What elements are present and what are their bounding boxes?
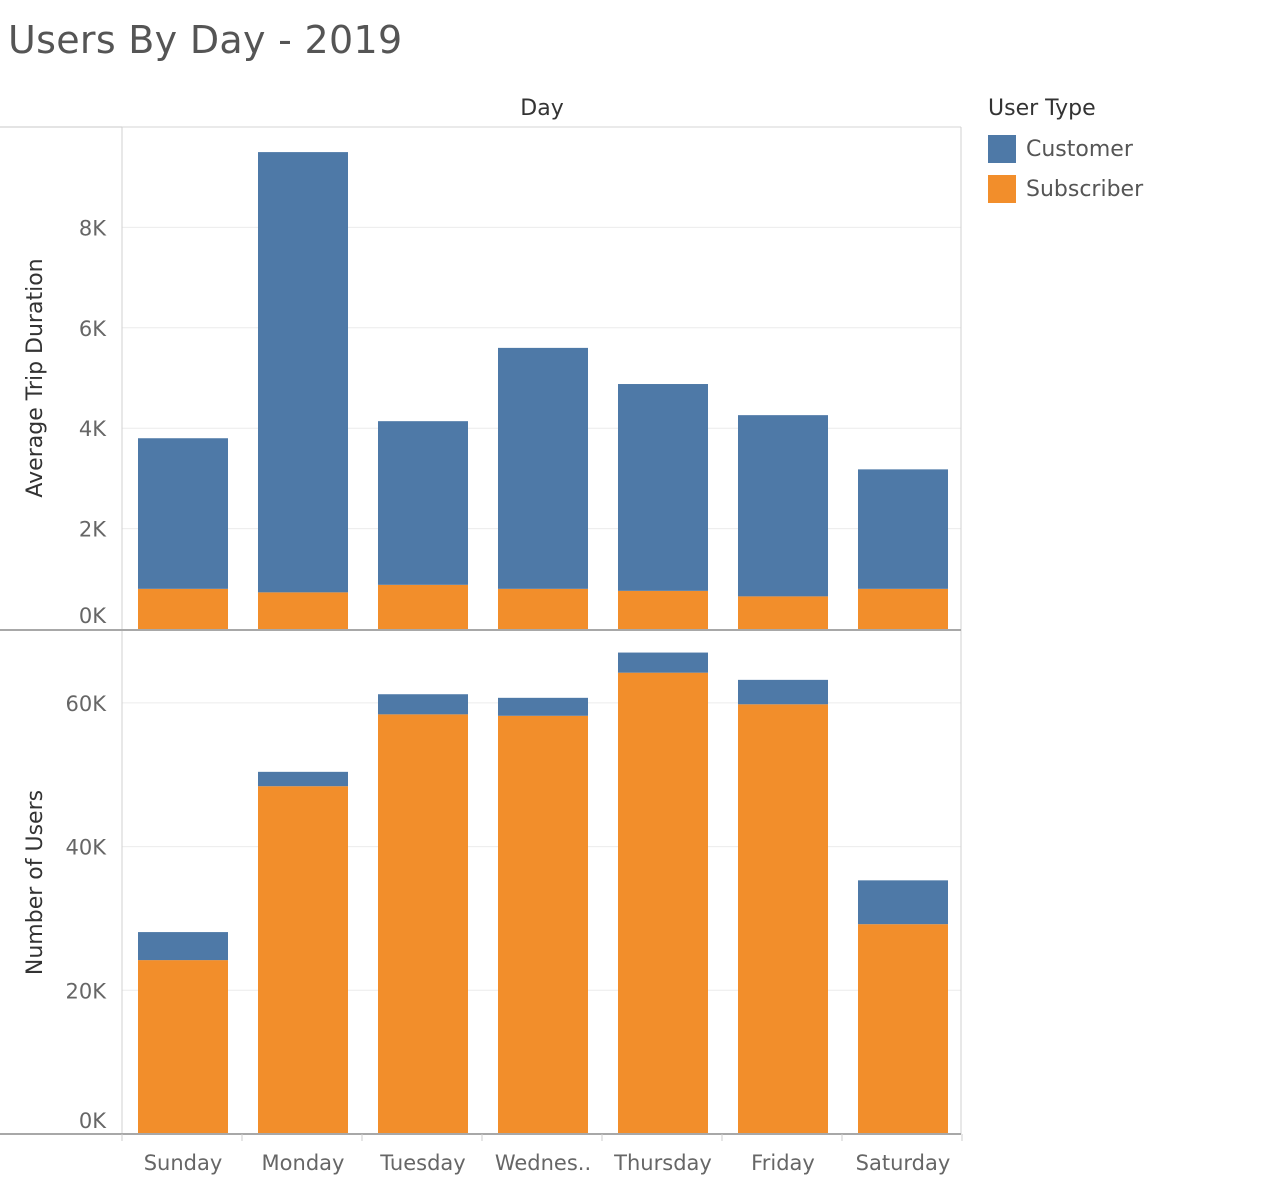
bar-1-subscriber-saturday[interactable]: [858, 588, 948, 629]
y-tick-label-1-0: 0K: [79, 604, 107, 628]
x-tick-label-wednes: Wednes..: [495, 1151, 591, 1175]
legend-label-customer: Customer: [1026, 136, 1133, 162]
bar-2-customer-tuesday[interactable]: [378, 694, 468, 715]
bar-2-subscriber-friday[interactable]: [738, 704, 828, 1134]
bar-2-customer-friday[interactable]: [738, 679, 828, 705]
bar-2-subscriber-wednes[interactable]: [498, 715, 588, 1134]
legend-item-subscriber[interactable]: Subscriber: [988, 169, 1143, 209]
y-tick-label-2-0: 0K: [79, 1109, 107, 1133]
bar-1-subscriber-sunday[interactable]: [138, 588, 228, 629]
bar-1-customer-wednes[interactable]: [498, 347, 588, 589]
x-tick-label-tuesday: Tuesday: [379, 1151, 465, 1175]
y-tick-label-1-3: 6K: [79, 317, 107, 341]
x-tick-label-sunday: Sunday: [144, 1151, 223, 1175]
x-tick-label-thursday: Thursday: [613, 1151, 712, 1175]
y-axis-title-1: Average Trip Duration: [23, 258, 48, 497]
bar-1-customer-tuesday[interactable]: [378, 421, 468, 585]
bar-2-subscriber-saturday[interactable]: [858, 924, 948, 1134]
legend-swatch-customer: [988, 135, 1016, 163]
bar-2-subscriber-sunday[interactable]: [138, 960, 228, 1134]
legend-label-subscriber: Subscriber: [1026, 176, 1144, 202]
bar-2-customer-thursday[interactable]: [618, 652, 708, 673]
bar-2-subscriber-thursday[interactable]: [618, 672, 708, 1134]
y-tick-label-2-2: 40K: [66, 836, 108, 860]
chart-title: Users By Day - 2019: [8, 18, 403, 62]
bar-2-customer-saturday[interactable]: [858, 880, 948, 925]
bar-2-subscriber-tuesday[interactable]: [378, 714, 468, 1134]
bar-1-customer-saturday[interactable]: [858, 469, 948, 589]
column-header: Day: [520, 96, 563, 121]
bar-2-customer-sunday[interactable]: [138, 932, 228, 961]
x-tick-label-saturday: Saturday: [856, 1151, 951, 1175]
y-tick-label-1-2: 4K: [79, 417, 107, 441]
legend[interactable]: User Type Customer Subscriber: [988, 96, 1143, 209]
bar-1-subscriber-thursday[interactable]: [618, 590, 708, 629]
bar-2-customer-wednes[interactable]: [498, 697, 588, 716]
bar-1-subscriber-monday[interactable]: [258, 592, 348, 629]
bar-2-customer-monday[interactable]: [258, 771, 348, 787]
bar-1-subscriber-friday[interactable]: [738, 596, 828, 629]
bar-2-subscriber-monday[interactable]: [258, 786, 348, 1134]
y-tick-label-2-1: 20K: [66, 979, 108, 1003]
y-tick-label-2-3: 60K: [66, 692, 108, 716]
y-axis-title-2: Number of Users: [23, 790, 48, 975]
legend-swatch-subscriber: [988, 175, 1016, 203]
bar-1-subscriber-wednes[interactable]: [498, 588, 588, 629]
bar-1-customer-thursday[interactable]: [618, 384, 708, 591]
y-tick-label-1-1: 2K: [79, 518, 107, 542]
y-tick-label-1-4: 8K: [79, 216, 107, 240]
x-tick-label-friday: Friday: [751, 1151, 815, 1175]
bar-1-subscriber-tuesday[interactable]: [378, 584, 468, 629]
bar-1-customer-monday[interactable]: [258, 152, 348, 593]
legend-title: User Type: [988, 96, 1096, 121]
bar-1-customer-sunday[interactable]: [138, 438, 228, 589]
bar-1-customer-friday[interactable]: [738, 415, 828, 597]
legend-item-customer[interactable]: Customer: [988, 129, 1143, 169]
x-tick-label-monday: Monday: [262, 1151, 345, 1175]
